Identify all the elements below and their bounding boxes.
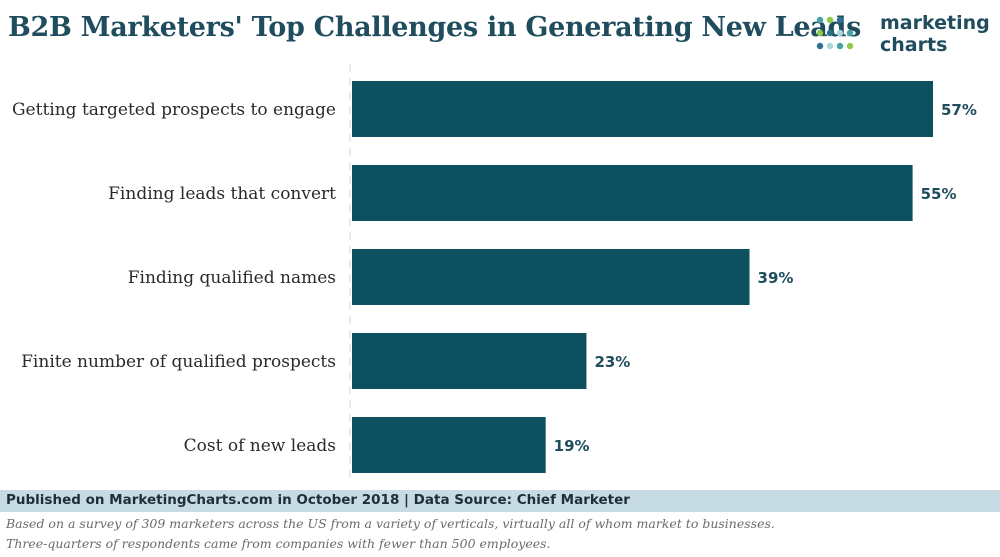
category-label: Finding leads that convert: [108, 184, 336, 204]
brand-line2: charts: [880, 34, 948, 56]
chart-title: B2B Marketers' Top Challenges in Generat…: [8, 12, 861, 43]
category-label: Finding qualified names: [128, 268, 336, 288]
marketingcharts-logo: marketing charts: [814, 12, 996, 60]
bar: [352, 249, 750, 305]
logo-dot: [846, 29, 854, 37]
data-label: 39%: [758, 269, 794, 287]
data-label: 55%: [921, 185, 957, 203]
published-source: Published on MarketingCharts.com in Octo…: [6, 492, 630, 508]
logo-dot: [836, 42, 844, 50]
logo-dot: [816, 16, 824, 24]
logo-dots-icon: [816, 16, 854, 50]
bar: [352, 417, 546, 473]
logo-dot: [826, 29, 834, 37]
data-label: 57%: [941, 101, 977, 119]
logo-dot: [826, 16, 834, 24]
logo-dot: [836, 29, 844, 37]
bar: [352, 333, 587, 389]
logo-dot: [826, 42, 834, 50]
brand-name: marketing charts: [880, 12, 990, 56]
footnote-line-2: Three-quarters of respondents came from …: [6, 536, 551, 551]
footer-bar: Published on MarketingCharts.com in Octo…: [0, 490, 1000, 512]
logo-dot: [846, 42, 854, 50]
bar-chart: Getting targeted prospects to engage 57% F…: [12, 64, 977, 478]
logo-dot: [816, 42, 824, 50]
logo-dot: [836, 16, 844, 24]
category-label: Getting targeted prospects to engage: [12, 100, 336, 120]
category-label: Finite number of qualified prospects: [21, 352, 336, 372]
logo-dot: [816, 29, 824, 37]
bar: [352, 165, 913, 221]
footnote-line-1: Based on a survey of 309 marketers acros…: [6, 516, 775, 531]
data-label: 19%: [554, 437, 590, 455]
brand-line1: marketing: [880, 12, 990, 34]
data-label: 23%: [594, 353, 630, 371]
category-label: Cost of new leads: [184, 436, 336, 456]
bar: [352, 81, 933, 137]
